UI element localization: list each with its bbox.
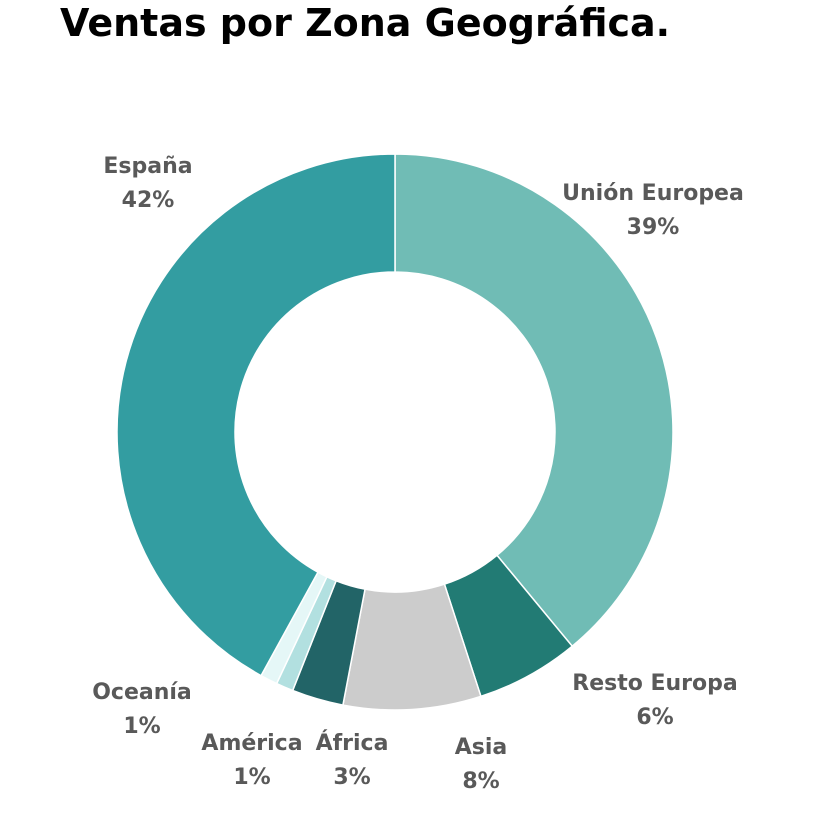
value-label-america: 1%	[233, 765, 270, 790]
label-africa: África	[316, 730, 389, 756]
value-label-espana: 42%	[122, 188, 175, 213]
label-union-europea: Unión Europea	[562, 181, 744, 206]
value-label-union-europea: 39%	[627, 215, 680, 240]
value-label-resto-europa: 6%	[636, 705, 673, 730]
label-america: América	[201, 731, 302, 756]
value-label-oceania: 1%	[123, 714, 160, 739]
label-oceania: Oceanía	[92, 680, 192, 705]
chart-title: Ventas por Zona Geográfica.	[60, 1, 671, 45]
slice-espana	[116, 153, 396, 677]
value-label-africa: 3%	[333, 765, 370, 790]
slice-union-europea	[394, 153, 674, 648]
value-label-asia: 8%	[462, 769, 499, 794]
label-resto-europa: Resto Europa	[572, 671, 738, 696]
data-labels: Unión Europea 39% Resto Europa 6% Asia 8% Áfri…	[92, 154, 744, 794]
label-espana: España	[103, 154, 192, 179]
label-asia: Asia	[455, 735, 508, 760]
donut-slices	[116, 153, 674, 711]
